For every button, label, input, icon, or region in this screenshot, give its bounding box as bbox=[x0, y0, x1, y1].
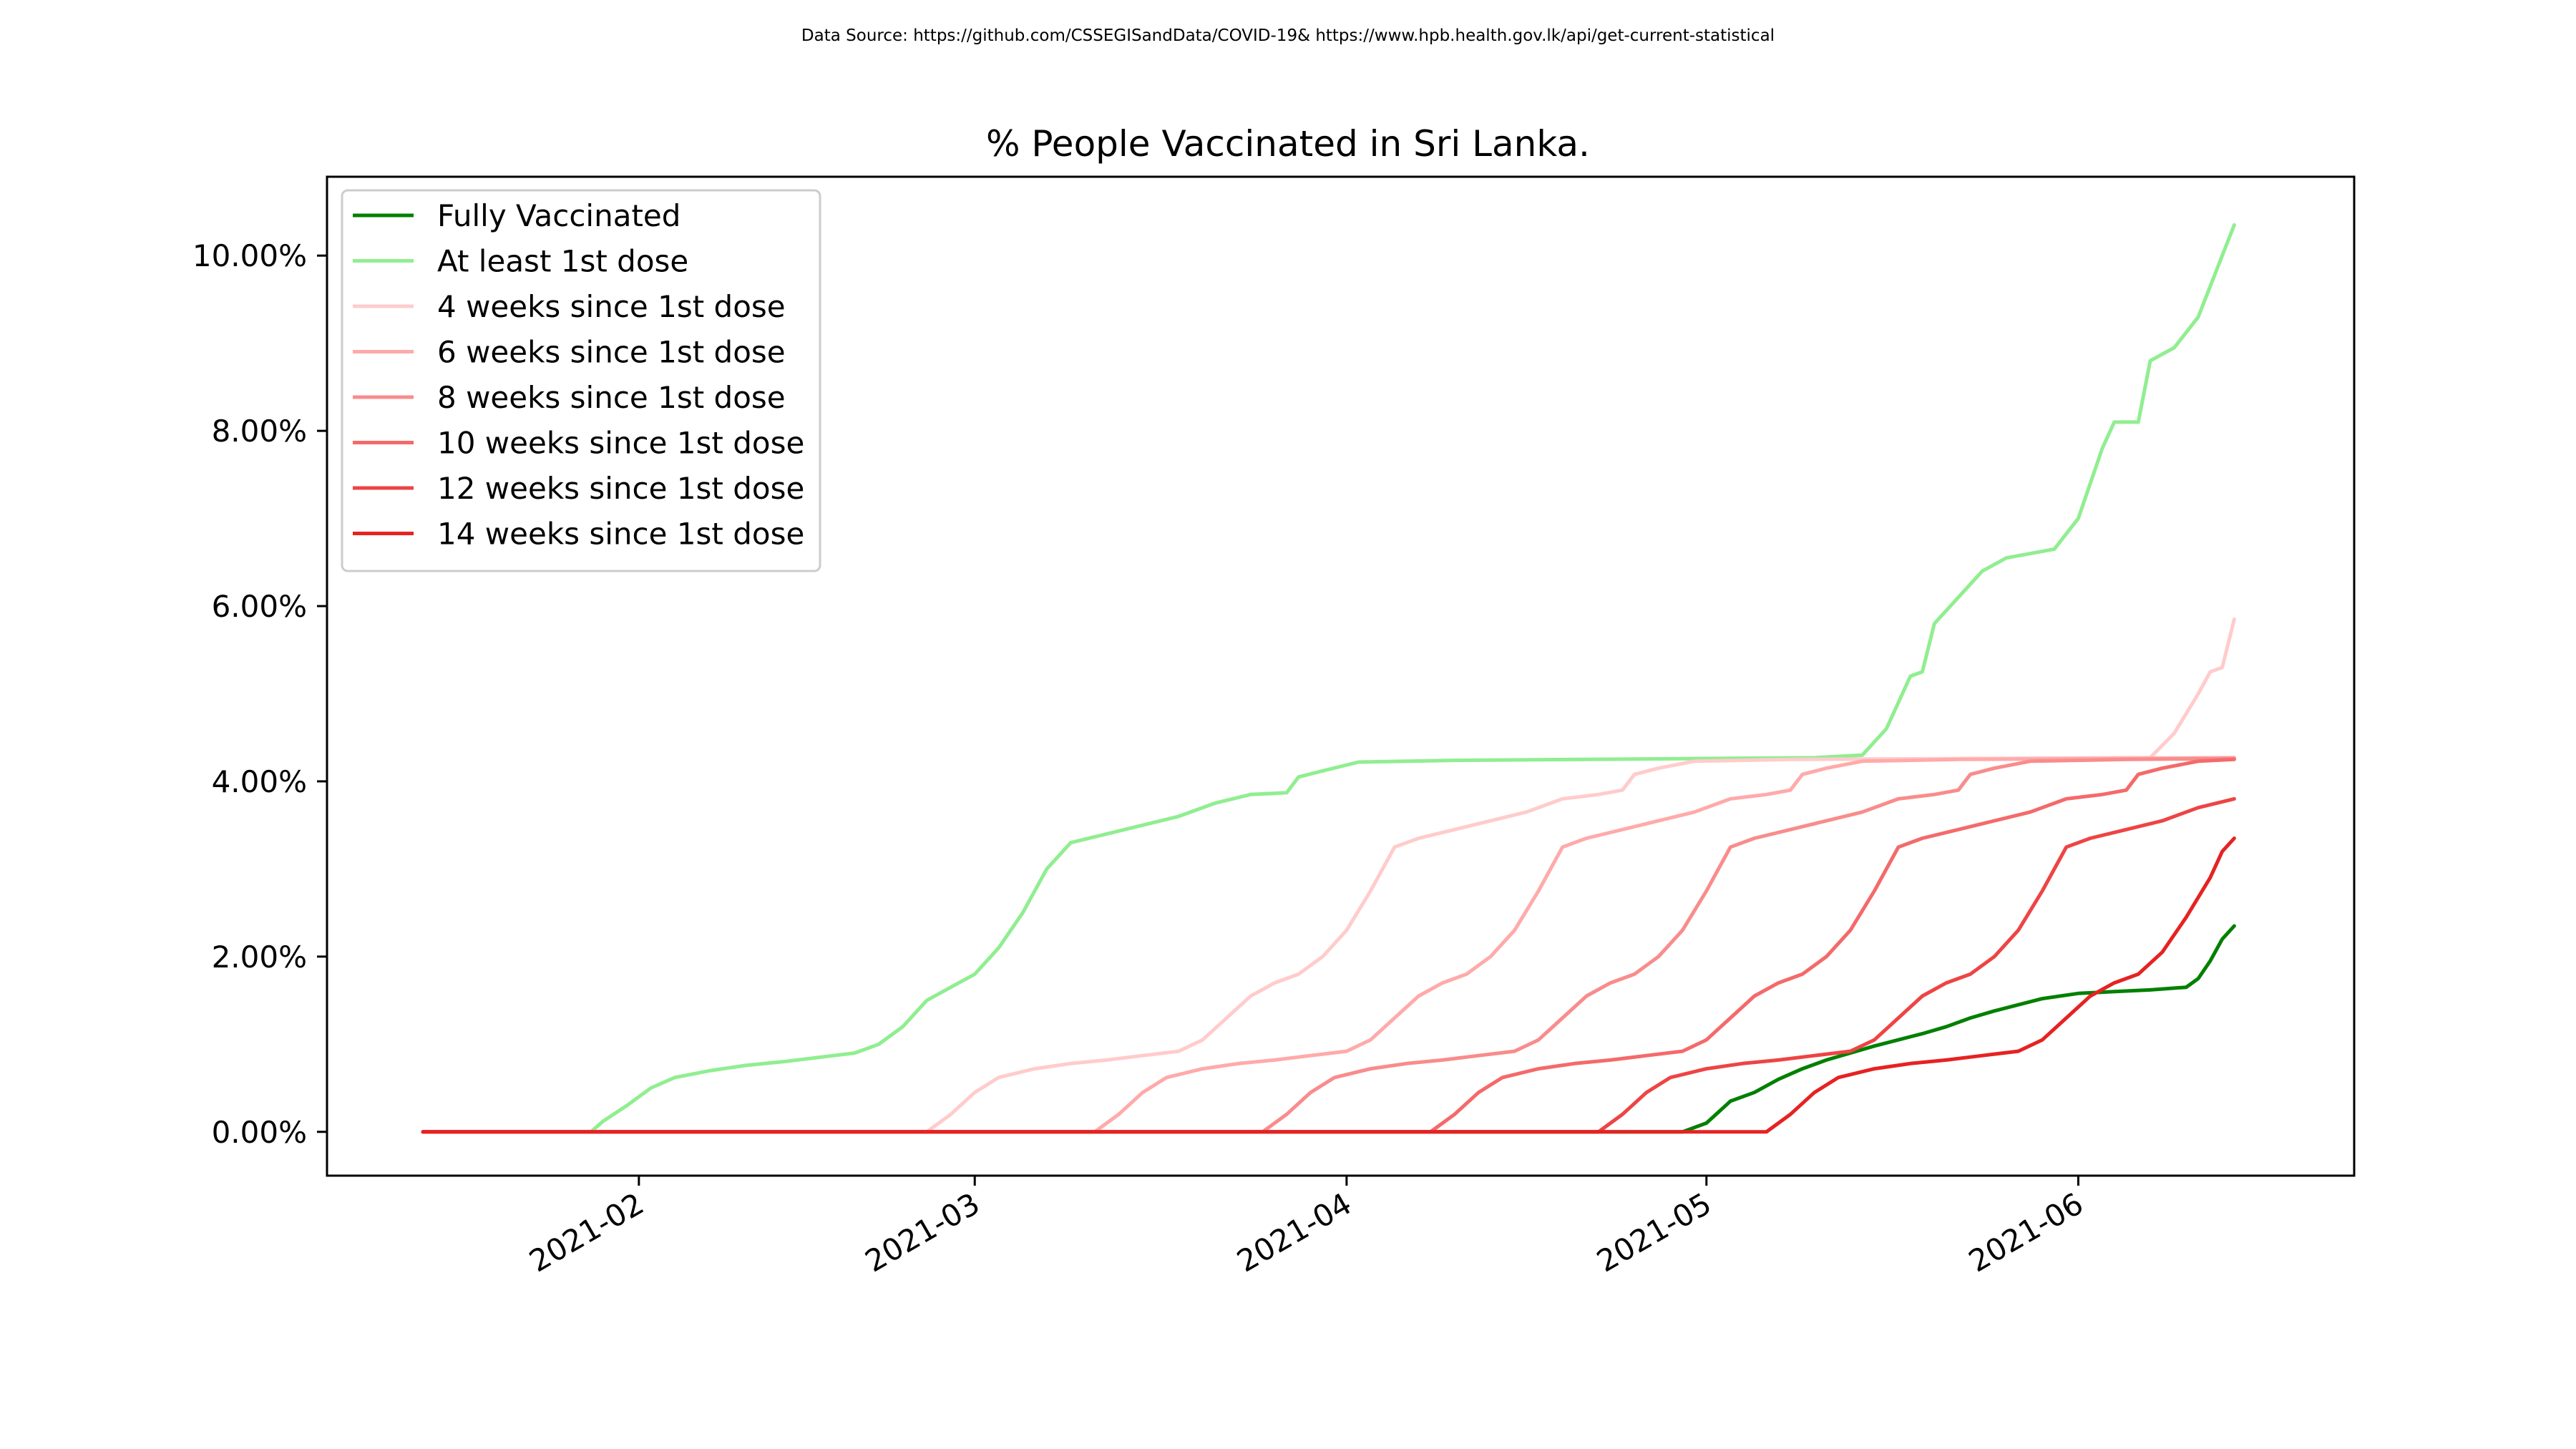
series-line-6 bbox=[421, 757, 2236, 1134]
y-tick-label: 0.00% bbox=[212, 1115, 307, 1150]
legend: Fully Vaccinated At least 1st dose 4 weeks… bbox=[341, 189, 821, 572]
legend-label: 8 weeks since 1st dose bbox=[437, 380, 786, 415]
series-layer bbox=[421, 223, 2236, 1134]
y-tick-label: 6.00% bbox=[212, 589, 307, 624]
legend-label: 6 weeks since 1st dose bbox=[437, 335, 786, 370]
legend-box bbox=[341, 189, 821, 572]
y-tick-label: 2.00% bbox=[212, 940, 307, 975]
x-tick-label: 2021-04 bbox=[1231, 1186, 1357, 1279]
legend-label: Fully Vaccinated bbox=[437, 198, 680, 233]
legend-label: At least 1st dose bbox=[437, 244, 688, 279]
y-tick-label: 4.00% bbox=[212, 764, 307, 799]
data-source-note: Data Source: https://github.com/CSSEGISa… bbox=[801, 26, 1775, 45]
series-line-4 bbox=[421, 756, 2236, 1134]
legend-label: 12 weeks since 1st dose bbox=[437, 471, 804, 506]
legend-label: 10 weeks since 1st dose bbox=[437, 426, 804, 461]
series-line-7 bbox=[421, 796, 2236, 1134]
x-tick-label: 2021-06 bbox=[1963, 1186, 2089, 1279]
x-tick-label: 2021-03 bbox=[859, 1186, 985, 1279]
series-line-1 bbox=[421, 924, 2236, 1134]
legend-label: 4 weeks since 1st dose bbox=[437, 289, 786, 324]
series-line-3 bbox=[421, 617, 2236, 1134]
x-tick-label: 2021-02 bbox=[523, 1186, 649, 1279]
legend-label: 14 weeks since 1st dose bbox=[437, 517, 804, 552]
y-tick-label: 8.00% bbox=[212, 414, 307, 449]
series-line-5 bbox=[421, 756, 2236, 1134]
x-tick-label: 2021-05 bbox=[1591, 1186, 1717, 1279]
series-line-2 bbox=[421, 223, 2236, 1134]
plot-frame bbox=[326, 175, 2356, 1177]
chart-title: % People Vaccinated in Sri Lanka. bbox=[986, 123, 1590, 165]
y-tick-label: 10.00% bbox=[192, 238, 307, 273]
series-line-8 bbox=[421, 836, 2236, 1134]
